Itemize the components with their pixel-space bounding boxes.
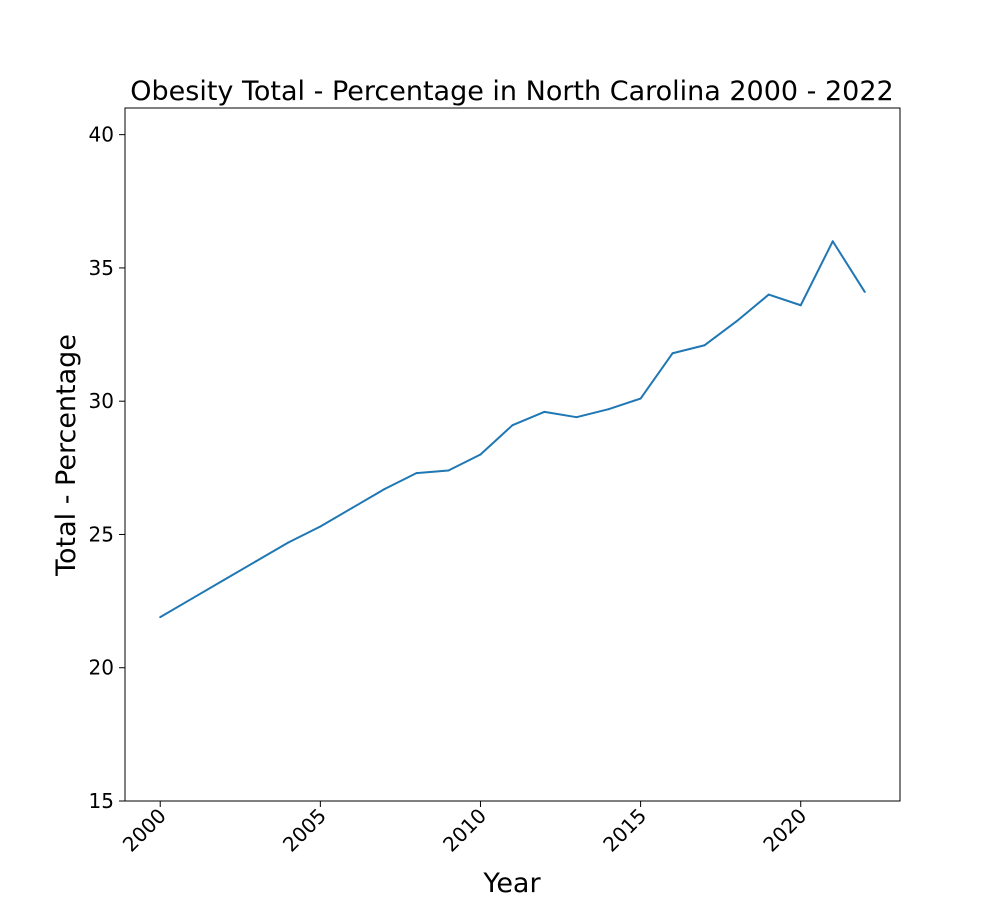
plot-area (124, 107, 901, 802)
data-point (575, 416, 578, 419)
series-layer (159, 240, 866, 619)
y-tick-label: 40 (89, 123, 114, 147)
y-axis: 15 20 25 30 35 40 (89, 123, 125, 813)
y-tick-label: 25 (89, 522, 114, 546)
y-tick-label: 30 (89, 389, 114, 413)
data-point (543, 410, 546, 413)
data-point (863, 290, 866, 293)
chart-title: Obesity Total - Percentage in North Caro… (130, 76, 893, 107)
data-point (767, 293, 770, 296)
data-point (415, 472, 418, 475)
y-tick-label: 15 (89, 789, 114, 813)
plot-frame (124, 107, 901, 802)
y-tick-label: 35 (89, 256, 114, 280)
data-point (383, 488, 386, 491)
x-axis-title: Year (482, 868, 541, 899)
data-point (479, 453, 482, 456)
data-point (287, 541, 290, 544)
data-point (511, 424, 514, 427)
data-point (639, 397, 642, 400)
data-point (191, 597, 194, 600)
data-point (735, 320, 738, 323)
data-point (447, 469, 450, 472)
data-point (351, 506, 354, 509)
data-point (607, 408, 610, 411)
data-point (319, 525, 322, 528)
data-point (671, 352, 674, 355)
y-tick-label: 20 (89, 656, 114, 680)
data-point (703, 344, 706, 347)
data-point (255, 560, 258, 563)
data-point (223, 578, 226, 581)
y-axis-title: Total - Percentage (51, 334, 82, 577)
data-point (831, 240, 834, 243)
data-point (799, 304, 802, 307)
data-point (159, 616, 162, 619)
